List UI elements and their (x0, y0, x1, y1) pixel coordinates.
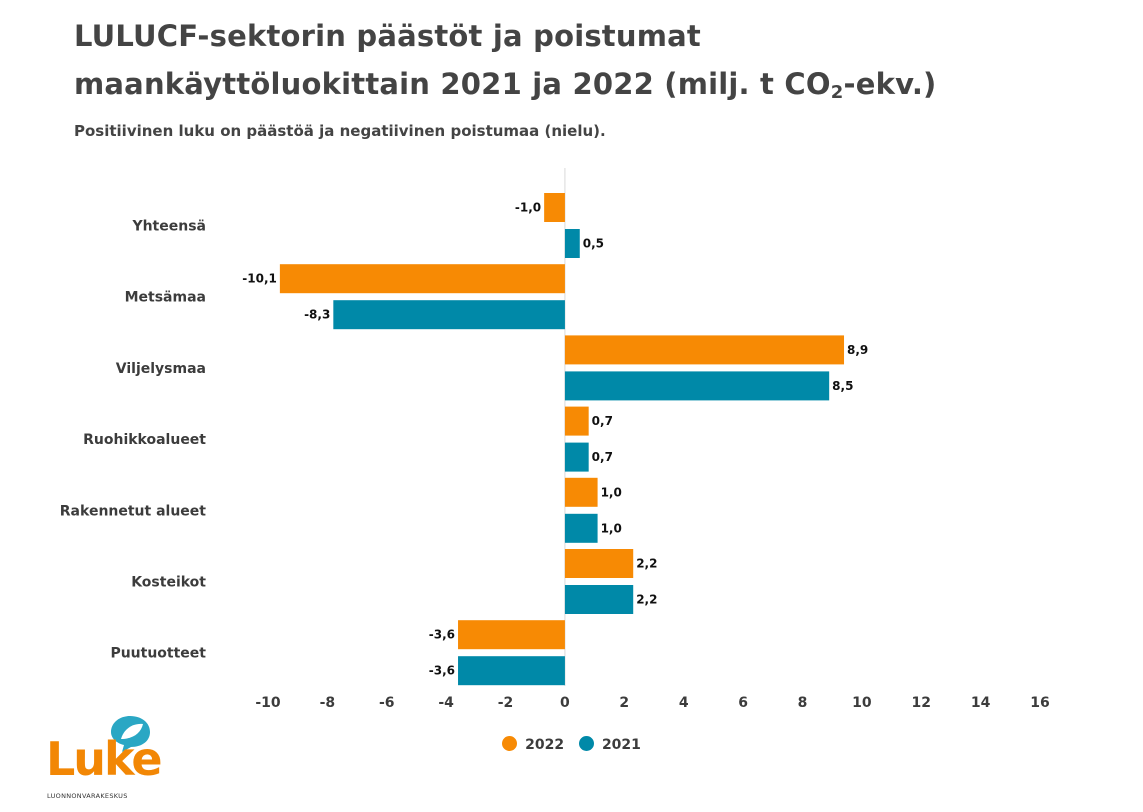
category-label: Ruohikkoalueet (83, 432, 206, 448)
bar-2022 (564, 477, 598, 507)
x-tick-label: 12 (911, 695, 930, 711)
x-tick-label: 4 (679, 695, 689, 711)
x-tick-label: -4 (438, 695, 454, 711)
chart-title-line2-suffix: -ekv.) (843, 67, 937, 101)
bar-2022 (458, 620, 565, 650)
data-label-2022: -1,0 (515, 201, 541, 215)
data-label-2022: 2,2 (636, 557, 657, 571)
bar-2021 (564, 442, 589, 472)
data-label-2021: 8,5 (832, 379, 853, 393)
legend-item-2022: 2022 (502, 736, 564, 753)
x-tick-label: 6 (738, 695, 748, 711)
legend-item-2021: 2021 (578, 736, 641, 753)
category-label: Rakennetut alueet (60, 503, 207, 519)
legend-dot-2022 (502, 736, 518, 751)
bar-2021 (564, 585, 634, 614)
data-label-2022: 1,0 (601, 485, 622, 499)
logo-tagline: LUONNONVARAKESKUS (47, 792, 128, 800)
category-label: Puutuotteet (110, 646, 206, 662)
x-tick-label: 0 (560, 695, 570, 711)
data-label-2021: 2,2 (636, 593, 657, 607)
chart-subtitle: Positiivinen luku on päästöä ja negatiiv… (74, 122, 606, 140)
legend-label-2022: 2022 (525, 737, 565, 753)
bar-2022 (564, 406, 589, 436)
data-label-2021: -3,6 (429, 664, 455, 678)
data-label-2021: 1,0 (601, 521, 622, 535)
x-tick-label: 14 (971, 695, 991, 711)
data-label-2022: 8,9 (847, 343, 868, 357)
chart-title-line1: LULUCF-sektorin päästöt ja poistumat (74, 19, 701, 53)
bar-2021 (564, 371, 830, 401)
x-tick-label: -6 (379, 695, 395, 711)
category-label: Yhteensä (131, 219, 206, 235)
bar-2022 (544, 193, 565, 222)
title-block: LULUCF-sektorin päästöt ja poistumat maa… (74, 12, 937, 108)
category-label: Viljelysmaa (116, 361, 206, 377)
bar-2021 (564, 513, 598, 543)
category-label: Metsämaa (125, 290, 206, 306)
chart-title-line2-prefix: maankäyttöluokittain 2021 ja 2022 (milj.… (74, 67, 831, 101)
data-label-2022: -10,1 (242, 272, 277, 286)
x-tick-label: 10 (852, 695, 872, 711)
bar-2022 (564, 335, 845, 365)
x-tick-label: 8 (798, 695, 808, 711)
logo-wordmark: Luke (46, 732, 163, 786)
x-tick-label: 2 (619, 695, 629, 711)
x-tick-label: -8 (320, 695, 336, 711)
legend-label-2021: 2021 (601, 737, 641, 753)
x-tick-label: 16 (1030, 695, 1049, 711)
legend-dot-2021 (578, 736, 594, 751)
bar-2021 (458, 656, 565, 686)
bar-2021 (564, 229, 580, 258)
chart-title-subscript: 2 (830, 82, 844, 103)
data-label-2022: 0,7 (592, 414, 613, 428)
bar-2022 (564, 549, 634, 578)
x-tick-label: -10 (255, 695, 281, 711)
x-tick-label: -2 (498, 695, 514, 711)
legend: 2022 2021 (0, 736, 1143, 753)
speech-bubble-leaf-icon (111, 716, 150, 752)
category-label: Kosteikot (131, 575, 206, 591)
bar-2022 (279, 264, 565, 294)
bar-2021 (333, 300, 565, 330)
data-label-2022: -3,6 (429, 628, 455, 642)
data-label-2021: -8,3 (304, 308, 330, 322)
data-label-2021: 0,7 (592, 450, 613, 464)
chart-title-line2: maankäyttöluokittain 2021 ja 2022 (milj.… (74, 60, 937, 108)
data-label-2021: 0,5 (583, 237, 604, 251)
luke-logo: Luke LUONNONVARAKESKUS (46, 714, 163, 804)
